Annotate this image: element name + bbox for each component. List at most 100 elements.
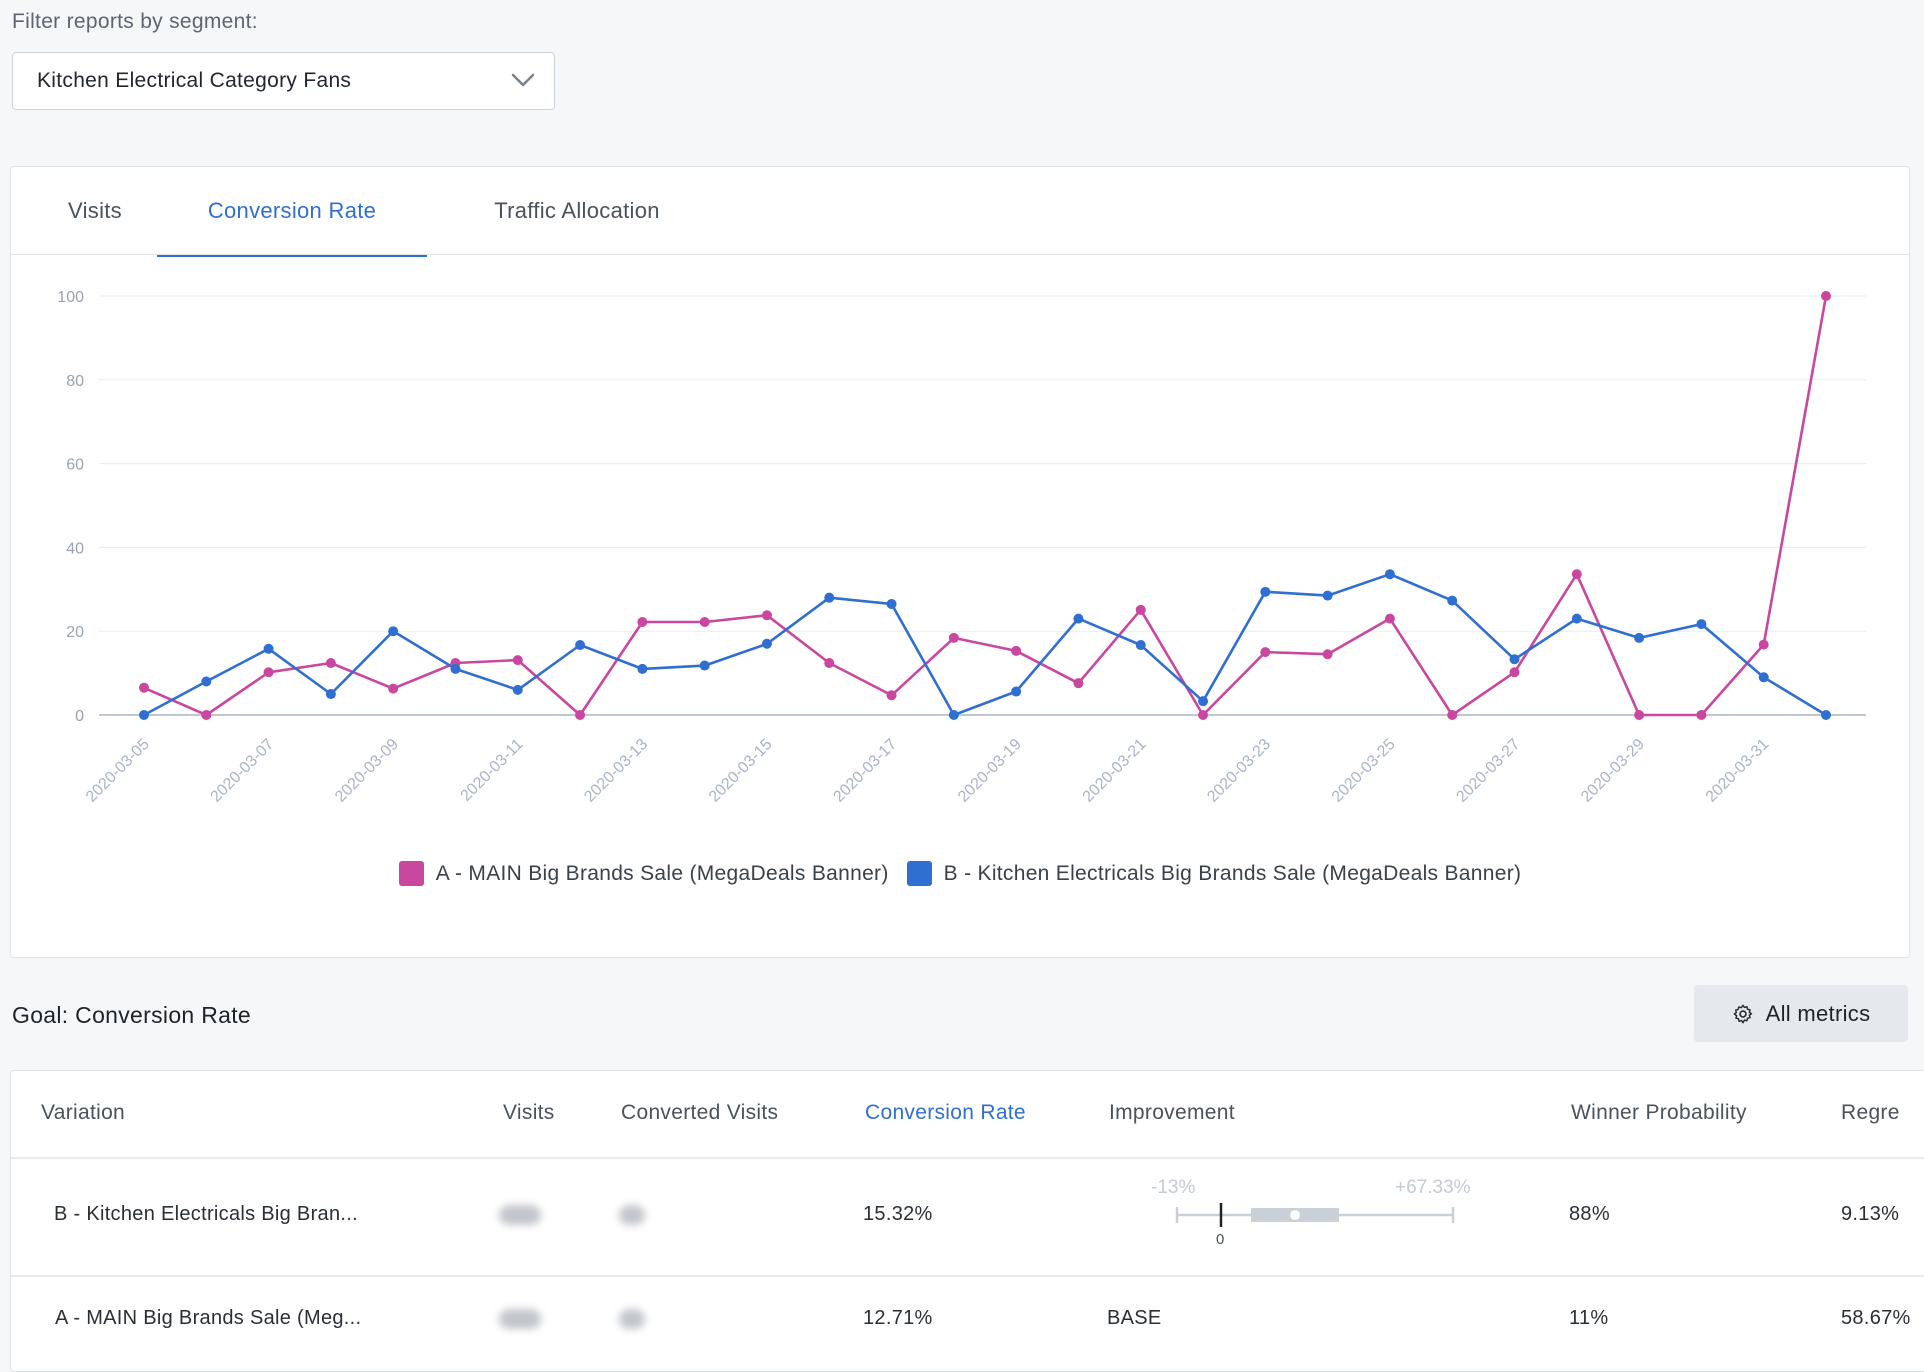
data-point-a — [824, 658, 835, 669]
chevron-down-icon — [511, 73, 535, 87]
data-point-a — [948, 632, 959, 643]
data-point-b — [263, 643, 274, 654]
gear-icon — [1733, 1004, 1752, 1023]
converted-visits-redacted — [619, 1309, 645, 1329]
y-tick-label: 40 — [66, 540, 84, 557]
x-tick-label: 2020-03-17 — [830, 736, 900, 806]
data-point-b — [948, 710, 959, 720]
x-tick-label: 2020-03-09 — [332, 736, 402, 806]
header-regret[interactable]: Regre — [1841, 1101, 1900, 1124]
data-point-a — [1135, 604, 1146, 615]
all-metrics-label: All metrics — [1765, 1000, 1871, 1026]
data-point-b — [699, 660, 710, 671]
visits-value-redacted — [499, 1205, 541, 1225]
y-tick-label: 20 — [66, 624, 84, 641]
improvement-low-label: -13% — [1151, 1177, 1196, 1198]
data-point-a — [575, 710, 586, 720]
header-conversion-rate[interactable]: Conversion Rate — [865, 1101, 1026, 1124]
data-point-b — [1198, 696, 1209, 707]
data-point-b — [1384, 569, 1395, 580]
x-tick-label: 2020-03-13 — [581, 736, 651, 806]
header-winner-probability[interactable]: Winner Probability — [1571, 1101, 1747, 1124]
data-point-b — [1322, 590, 1333, 601]
regret-value: 58.67% — [1841, 1307, 1911, 1329]
header-visits[interactable]: Visits — [503, 1101, 555, 1124]
legend-item-a[interactable]: A - MAIN Big Brands Sale (MegaDeals Bann… — [398, 861, 889, 886]
series-line-a — [143, 295, 1828, 717]
x-tick-label: 2020-03-21 — [1080, 736, 1150, 806]
header-variation[interactable]: Variation — [41, 1101, 126, 1124]
chart-legend: A - MAIN Big Brands Sale (MegaDeals Bann… — [11, 861, 1909, 886]
data-point-b — [886, 598, 897, 609]
x-tick-label: 2020-03-07 — [208, 736, 278, 806]
conversion-rate-value: 15.32% — [863, 1203, 933, 1225]
data-point-a — [637, 616, 648, 627]
data-point-a — [325, 658, 336, 669]
data-point-b — [1260, 586, 1271, 597]
data-point-a — [1634, 710, 1645, 720]
data-point-b — [1821, 710, 1831, 720]
data-point-a — [1447, 710, 1458, 720]
data-point-b — [201, 676, 212, 687]
header-improvement[interactable]: Improvement — [1109, 1101, 1235, 1124]
tab-conversion-rate[interactable]: Conversion Rate — [157, 167, 427, 257]
improvement-zero-label: 0 — [1216, 1231, 1225, 1248]
winner-probability-value: 11% — [1569, 1307, 1609, 1329]
data-point-b — [512, 684, 523, 695]
x-tick-label: 2020-03-31 — [1703, 736, 1773, 806]
x-tick-label: 2020-03-25 — [1329, 736, 1399, 806]
data-point-b — [1135, 640, 1146, 651]
x-tick-label: 2020-03-05 — [83, 736, 153, 806]
data-point-a — [1011, 645, 1022, 656]
data-point-b — [1011, 686, 1022, 697]
all-metrics-button[interactable]: All metrics — [1694, 985, 1908, 1042]
data-point-a — [201, 710, 212, 720]
data-point-b — [824, 592, 835, 603]
chart-tabs: Visits Conversion Rate Traffic Allocatio… — [11, 167, 1909, 257]
x-tick-label: 2020-03-15 — [706, 736, 776, 806]
data-point-a — [263, 667, 274, 678]
legend-label-b: B - Kitchen Electricals Big Brands Sale … — [943, 861, 1522, 885]
header-converted-visits[interactable]: Converted Visits — [621, 1101, 779, 1124]
data-point-b — [1073, 613, 1084, 624]
series-line-b — [143, 572, 1827, 717]
legend-label-a: A - MAIN Big Brands Sale (MegaDeals Bann… — [435, 861, 889, 885]
data-point-b — [1634, 632, 1645, 643]
data-point-a — [1758, 639, 1769, 650]
data-point-a — [761, 610, 772, 621]
x-tick-label: 2020-03-23 — [1204, 736, 1274, 806]
legend-swatch-b — [906, 861, 932, 886]
y-tick-label: 80 — [66, 373, 84, 390]
tab-traffic-allocation[interactable]: Traffic Allocation — [494, 198, 660, 223]
row-divider — [11, 1275, 1924, 1277]
x-tick-label: 2020-03-19 — [955, 736, 1025, 806]
regret-value: 9.13% — [1841, 1203, 1900, 1225]
improvement-interval-plot — [1175, 1203, 1455, 1227]
data-point-b — [1447, 595, 1458, 606]
conversion-rate-line-chart: 0 20 40 60 80 100 2020-03-05 2020-03-07 2020-03-… — [57, 289, 1866, 806]
conversion-rate-value: 12.71% — [863, 1307, 933, 1329]
improvement-high-label: +67.33% — [1395, 1177, 1471, 1198]
visits-value-redacted — [499, 1309, 541, 1329]
results-table: Variation Visits Converted Visits Conver… — [10, 1070, 1924, 1372]
segment-select[interactable]: Kitchen Electrical Category Fans — [12, 52, 555, 110]
data-point-a — [1322, 649, 1333, 660]
data-point-a — [1821, 291, 1831, 301]
data-point-a — [1384, 613, 1395, 624]
improvement-base-label: BASE — [1107, 1307, 1162, 1329]
x-tick-label: 2020-03-27 — [1453, 736, 1523, 806]
data-point-b — [1696, 619, 1707, 630]
segment-filter-label: Filter reports by segment: — [12, 10, 258, 33]
data-point-b — [637, 663, 648, 674]
legend-item-b[interactable]: B - Kitchen Electricals Big Brands Sale … — [906, 861, 1522, 886]
data-point-b — [1509, 654, 1520, 665]
data-point-a — [388, 683, 399, 694]
tab-visits[interactable]: Visits — [68, 198, 122, 223]
data-point-b — [575, 640, 586, 651]
converted-visits-redacted — [619, 1205, 645, 1225]
data-point-a — [1509, 667, 1520, 678]
x-tick-label: 2020-03-29 — [1578, 736, 1648, 806]
data-point-b — [1758, 672, 1769, 683]
goal-title: Goal: Conversion Rate — [12, 1002, 251, 1028]
variation-name: A - MAIN Big Brands Sale (Meg... — [55, 1307, 362, 1329]
